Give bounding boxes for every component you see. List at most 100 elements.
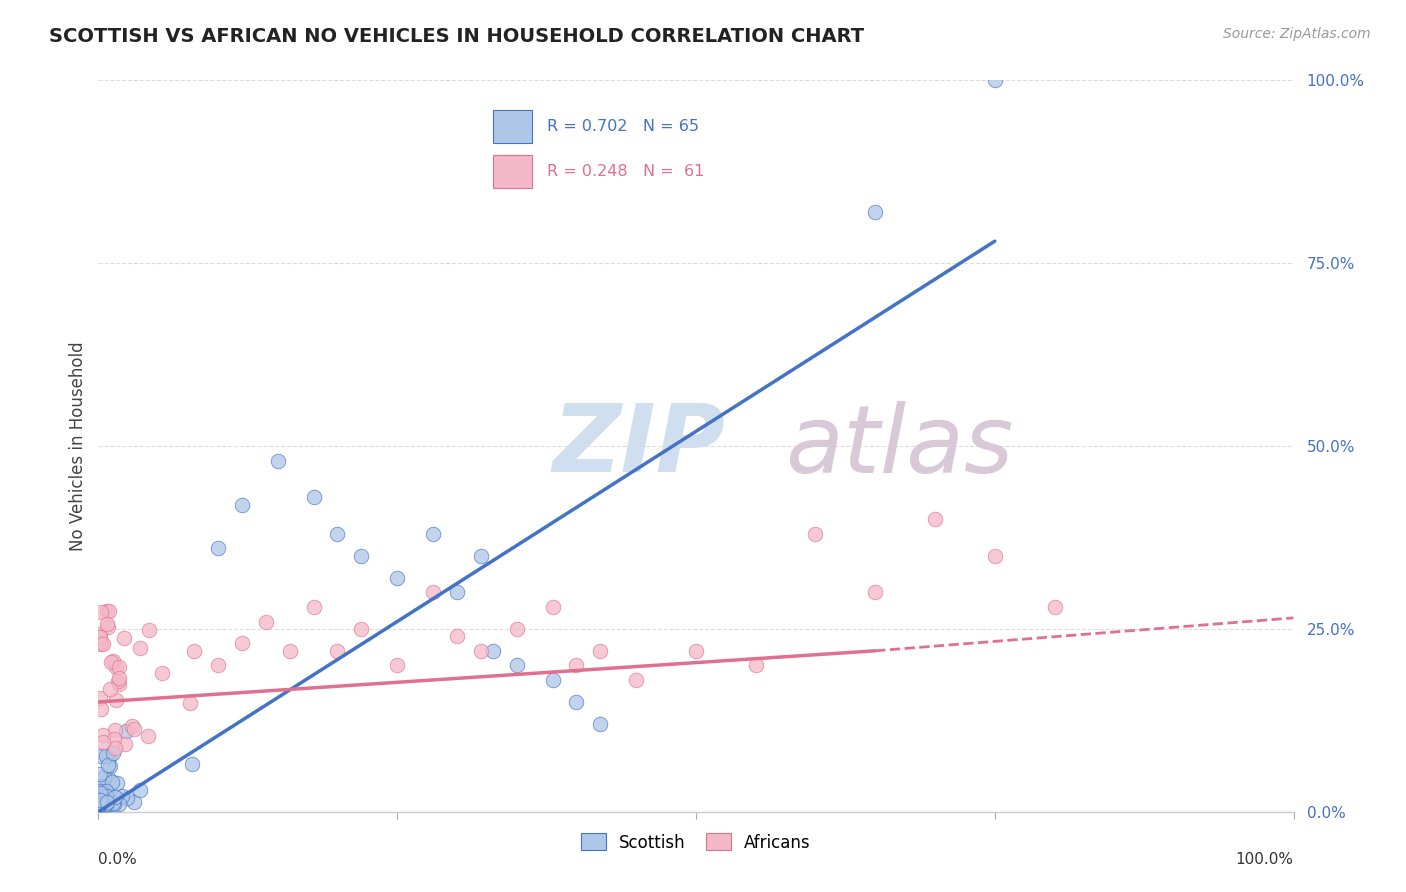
Point: [90, 796, 112, 810]
Point: [385, 571, 409, 585]
Point: [136, 729, 159, 743]
Point: [90, 702, 112, 716]
Point: [111, 789, 134, 803]
Point: [98, 772, 121, 787]
Point: [589, 717, 612, 731]
Point: [89, 797, 111, 812]
Point: [114, 737, 136, 751]
Point: [446, 629, 468, 643]
Point: [138, 624, 160, 638]
Point: [865, 205, 887, 219]
Point: [96, 617, 118, 632]
Point: [231, 636, 253, 650]
Point: [114, 724, 136, 739]
Point: [90, 792, 112, 806]
Point: [94, 789, 117, 803]
Point: [470, 549, 492, 563]
Point: [97, 797, 120, 812]
Point: [89, 797, 111, 812]
Point: [179, 696, 201, 710]
Point: [90, 605, 112, 619]
Point: [104, 740, 127, 755]
Point: [107, 677, 129, 691]
Point: [104, 693, 127, 707]
Point: [101, 654, 124, 668]
Point: [91, 728, 114, 742]
Point: [94, 780, 117, 794]
Point: [924, 512, 946, 526]
Point: [91, 637, 114, 651]
Text: atlas: atlas: [786, 401, 1014, 491]
Point: [94, 786, 117, 800]
Point: [984, 549, 1007, 563]
Point: [446, 585, 468, 599]
Point: [89, 630, 111, 644]
Point: [565, 658, 588, 673]
Point: [183, 644, 205, 658]
Point: [207, 541, 229, 556]
Point: [326, 644, 349, 658]
Point: [96, 604, 118, 618]
Point: [97, 604, 120, 618]
Point: [129, 782, 152, 797]
Point: [90, 749, 112, 764]
Point: [350, 549, 373, 563]
Point: [89, 797, 111, 812]
Point: [94, 749, 117, 764]
Text: 100.0%: 100.0%: [1236, 852, 1294, 867]
Point: [89, 793, 111, 807]
Point: [541, 599, 564, 614]
Point: [326, 526, 349, 541]
Point: [94, 797, 117, 812]
Point: [89, 627, 111, 641]
Point: [745, 658, 768, 673]
Point: [107, 674, 129, 689]
Point: [104, 789, 127, 804]
Point: [101, 746, 124, 760]
Point: [89, 690, 111, 705]
Point: [482, 644, 505, 658]
Point: [91, 734, 114, 748]
Point: [150, 665, 173, 680]
Point: [470, 644, 492, 658]
Point: [1043, 599, 1066, 614]
Point: [541, 673, 564, 687]
Point: [89, 797, 111, 812]
Text: SCOTTISH VS AFRICAN NO VEHICLES IN HOUSEHOLD CORRELATION CHART: SCOTTISH VS AFRICAN NO VEHICLES IN HOUSE…: [49, 27, 865, 45]
Point: [115, 791, 138, 805]
Y-axis label: No Vehicles in Household: No Vehicles in Household: [69, 341, 87, 551]
Point: [90, 791, 112, 805]
Point: [626, 673, 648, 687]
Point: [128, 641, 150, 656]
Point: [89, 766, 111, 780]
Text: ZIP: ZIP: [553, 400, 725, 492]
Point: [984, 73, 1007, 87]
Point: [90, 637, 112, 651]
Point: [89, 793, 111, 807]
Point: [865, 585, 887, 599]
Point: [685, 644, 707, 658]
Point: [350, 622, 373, 636]
Point: [302, 490, 325, 504]
Point: [804, 526, 827, 541]
Point: [302, 599, 325, 614]
Point: [506, 658, 529, 673]
Point: [108, 660, 131, 674]
Point: [93, 792, 115, 806]
Point: [231, 498, 253, 512]
Point: [89, 786, 111, 800]
Point: [422, 585, 444, 599]
Point: [91, 797, 114, 812]
Point: [103, 797, 125, 811]
Point: [267, 453, 290, 467]
Point: [96, 784, 118, 798]
Point: [96, 795, 118, 809]
Point: [98, 681, 121, 696]
Point: [104, 660, 127, 674]
Point: [89, 797, 111, 812]
Point: [91, 795, 114, 809]
Point: [506, 622, 529, 636]
Point: [98, 797, 121, 811]
Point: [96, 787, 118, 801]
Point: [101, 775, 124, 789]
